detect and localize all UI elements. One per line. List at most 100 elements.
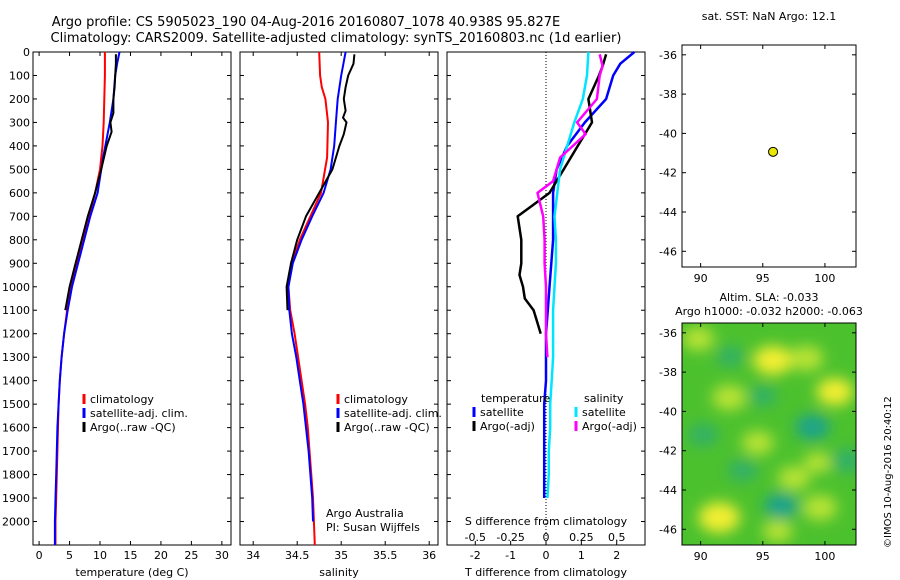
sst-map-ytick-label: -36 <box>659 49 677 62</box>
temperature-ytick-label: 1900 <box>2 492 30 505</box>
temperature-ytick-label: 1300 <box>2 351 30 364</box>
sla-map-title-line-1: Altim. SLA: -0.033 <box>719 291 818 304</box>
temperature-ytick-label: 100 <box>9 69 30 82</box>
temperature-xtick-label: 10 <box>93 549 107 562</box>
salinity-xtick-label: 34.5 <box>285 549 310 562</box>
temperature-ytick-label: 400 <box>9 140 30 153</box>
difference-xlabel: T difference from climatology <box>464 566 627 579</box>
temperature-satellite-line <box>53 51 121 545</box>
salinity-xtick-label: 36 <box>422 549 436 562</box>
sla-map-ytick-label: -38 <box>659 366 677 379</box>
sla-heatmap-cell <box>795 414 830 440</box>
temperature-xtick-label: 0 <box>36 549 43 562</box>
sla-heatmap-cell <box>777 466 810 491</box>
salinity-climatology-line <box>287 51 329 546</box>
salinity-annotation-line-2: PI: Susan Wijffels <box>326 521 420 534</box>
difference-x2tick-label: 0.5 <box>608 531 626 544</box>
temperature-ytick-label: 1500 <box>2 398 30 411</box>
temperature-ytick-label: 1600 <box>2 422 30 435</box>
temperature-ytick-label: 1000 <box>2 281 30 294</box>
difference-profile-panel: -2 -1 0 1 2 T difference from climatology -0.5… <box>446 51 646 579</box>
temperature-xlabel: temperature (deg C) <box>75 566 188 579</box>
title-line-1: Argo profile: CS 5905023_190 04-Aug-2016… <box>52 15 560 30</box>
difference-xtick-label: 1 <box>578 549 585 562</box>
salinity-xtick-label: 35 <box>334 549 348 562</box>
sst-map-xtick-label: 90 <box>694 272 708 285</box>
sla-heatmap-cell <box>711 384 747 411</box>
temperature-axes-frame <box>32 51 232 546</box>
sst-map-axes-frame <box>681 44 857 268</box>
difference-xtick-label: 0 <box>543 549 550 562</box>
sst-map-ytick-label: -42 <box>659 167 677 180</box>
sla-heatmap-field <box>682 323 856 545</box>
salinity-legend-label: climatology <box>344 393 408 406</box>
difference-salinity-argo-line <box>536 54 604 358</box>
temperature-ytick-label: 2000 <box>2 516 30 529</box>
salinity-legend-label: satellite-adj. clim. <box>344 407 442 420</box>
temperature-ytick-label: 300 <box>9 116 30 129</box>
sla-heatmap-cell <box>764 492 799 519</box>
temperature-ytick-label: 200 <box>9 93 30 106</box>
temperature-legend-label: Argo(..raw -QC) <box>90 421 176 434</box>
sla-heatmap-cell <box>762 520 793 543</box>
sla-heatmap-cell <box>698 502 740 533</box>
difference-temperature-legend-label: Argo(-adj) <box>480 420 535 433</box>
sla-heatmap-blobs <box>682 326 856 543</box>
sla-heatmap-cell <box>831 448 856 473</box>
salinity-legend-label: Argo(..raw -QC) <box>344 421 430 434</box>
sla-heatmap-cell <box>716 346 745 367</box>
sla-heatmap-cell <box>727 459 758 482</box>
temperature-ytick-label: 1400 <box>2 375 30 388</box>
temperature-ytick-label: 800 <box>9 234 30 247</box>
sla-heatmap-cell <box>688 423 719 447</box>
difference-x2tick-label: -0.5 <box>465 531 486 544</box>
difference-xtick-label: 2 <box>613 549 620 562</box>
temperature-ytick-label: 600 <box>9 187 30 200</box>
temperature-ytick-label: 1700 <box>2 445 30 458</box>
difference-x2tick-label: 0 <box>543 531 550 544</box>
difference-temperature-legend-label: satellite <box>480 406 524 419</box>
sla-map-xtick-label: 90 <box>694 550 708 563</box>
sla-map-xtick-label: 100 <box>814 550 835 563</box>
temperature-ytick-label: 500 <box>9 163 30 176</box>
temperature-ytick-label: 0 <box>23 46 30 59</box>
temperature-argo-line <box>64 54 117 311</box>
sla-map-axes-frame <box>681 322 857 546</box>
temperature-legend-label: satellite-adj. clim. <box>90 407 188 420</box>
sla-heatmap-cell <box>753 345 793 375</box>
sst-map-xtick-label: 100 <box>814 272 835 285</box>
sla-heatmap-cell <box>789 345 824 372</box>
sla-map-title-line-2: Argo h1000: -0.032 h2000: -0.063 <box>675 305 863 318</box>
difference-temperature-satellite-line <box>542 51 636 498</box>
salinity-xlabel: salinity <box>319 566 359 579</box>
difference-xtick-label: -2 <box>470 549 481 562</box>
difference-legend-header-salinity: salinity <box>584 392 624 405</box>
sla-heatmap-cell <box>816 378 854 406</box>
sla-map-ytick-label: -42 <box>659 445 677 458</box>
salinity-axes-frame <box>239 51 439 546</box>
sla-heatmap-cell <box>802 494 838 521</box>
sla-heatmap-cell <box>682 326 715 351</box>
difference-x2tick-label: 0.25 <box>569 531 594 544</box>
temperature-ytick-label: 1100 <box>2 304 30 317</box>
salinity-xtick-label: 35.5 <box>373 549 398 562</box>
difference-salinity-legend-label: Argo(-adj) <box>582 420 637 433</box>
temperature-xtick-label: 20 <box>154 549 168 562</box>
sla-heatmap-cell <box>741 430 774 455</box>
title-line-2: Climatology: CARS2009. Satellite-adjuste… <box>51 31 622 46</box>
difference-temperature-argo-line <box>516 53 608 335</box>
sst-map-panel: sat. SST: NaN Argo: 12.1 90 95 100 -36 -38 -40… <box>659 10 857 285</box>
difference-salinity-legend-label: satellite <box>582 406 626 419</box>
sst-map-ytick-label: -46 <box>659 245 677 258</box>
difference-legend-header-temperature: temperature <box>481 392 550 405</box>
difference-salinity-satellite-line <box>546 51 590 499</box>
temperature-xtick-label: 25 <box>184 549 198 562</box>
sst-map-xtick-label: 95 <box>756 272 770 285</box>
sla-map-ytick-label: -36 <box>659 327 677 340</box>
temperature-xtick-label: 30 <box>215 549 229 562</box>
sla-heatmap-cell <box>803 452 832 473</box>
difference-x2label: S difference from climatology <box>465 515 628 528</box>
credit-text: ©IMOS 10-Aug-2016 20:40:12 <box>883 396 894 548</box>
sst-map-ytick-label: -40 <box>659 127 677 140</box>
